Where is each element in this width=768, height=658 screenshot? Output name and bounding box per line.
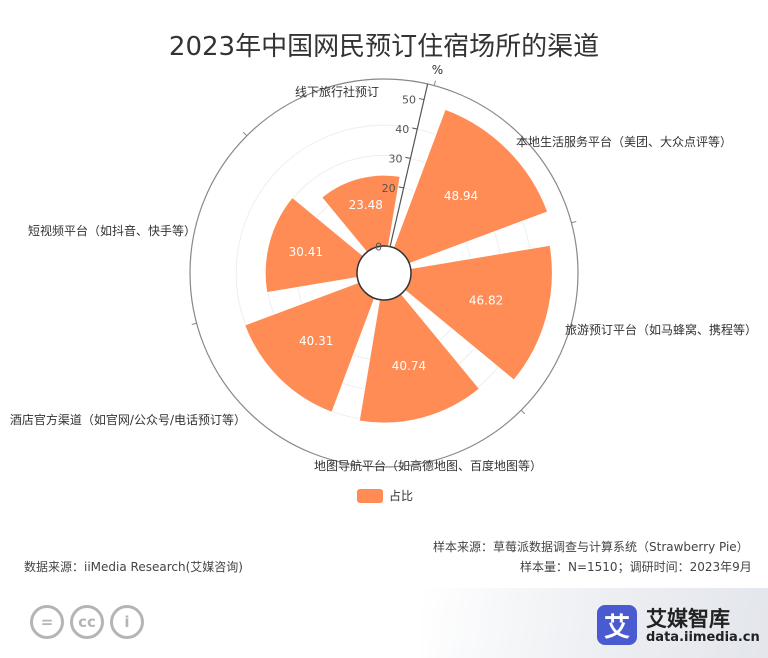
- axis-tick: [384, 245, 391, 248]
- axis-tick-label: 40: [395, 123, 409, 136]
- brand-band: [420, 588, 768, 658]
- axis-tick: [412, 127, 418, 130]
- value-label: 40.31: [299, 334, 333, 348]
- ring-tick: [571, 221, 577, 224]
- cc-icon: cc: [70, 605, 104, 639]
- brand-url[interactable]: data.iimedia.cn: [646, 630, 760, 645]
- category-label: 酒店官方渠道（如官网/公众号/电话预订等）: [10, 412, 246, 427]
- axis-tick: [418, 98, 425, 101]
- attribution-icon: i: [110, 605, 144, 639]
- outer-ring: [189, 78, 579, 468]
- chart-title: 2023年中国网民预订住宿场所的渠道: [168, 32, 600, 62]
- category-label: 旅游预订平台（如马蜂窝、携程等）: [565, 322, 757, 337]
- axis-tick: [405, 156, 411, 159]
- radial-axis: [389, 83, 429, 247]
- ring-tick: [191, 322, 197, 325]
- axis-tick-label: 20: [382, 182, 396, 195]
- value-label: 23.48: [349, 198, 383, 212]
- axis-unit-label: %: [432, 63, 443, 77]
- license-icons: = cc i: [30, 605, 150, 639]
- ring-tick: [332, 460, 335, 466]
- ring-tick: [520, 409, 526, 415]
- category-label: 地图导航平台（如高德地图、百度地图等）: [314, 458, 542, 473]
- iimedia-logo-icon: 艾: [597, 605, 637, 645]
- axis-tick-label: 50: [402, 94, 416, 107]
- value-label: 48.94: [444, 189, 478, 203]
- legend-swatch: [357, 488, 383, 503]
- axis-tick-label: 0: [375, 241, 382, 254]
- category-label: 本地生活服务平台（美团、大众点评等）: [516, 134, 732, 149]
- sample-size-note: 样本量：N=1510；调研时间：2023年9月: [520, 560, 752, 574]
- legend-label: 占比: [389, 489, 414, 503]
- value-label: 30.41: [289, 245, 323, 259]
- ring-tick: [433, 80, 436, 86]
- axis-tick: [398, 186, 404, 189]
- sample-source-note: 样本来源：草莓派数据调查与计算系统（Strawberry Pie）: [433, 540, 749, 554]
- value-label: 40.74: [392, 359, 426, 373]
- category-label: 线下旅行社预订: [295, 84, 379, 99]
- legend[interactable]: 占比: [357, 487, 413, 504]
- value-label: 46.82: [469, 293, 503, 307]
- nd-icon: =: [30, 605, 64, 639]
- inner-circle: [356, 245, 412, 301]
- axis-tick-label: 30: [388, 152, 402, 165]
- brand-name: 艾媒智库: [646, 607, 730, 631]
- ring-tick: [242, 131, 248, 137]
- data-source-note: 数据来源：iiMedia Research(艾媒咨询): [24, 560, 243, 574]
- category-label: 短视频平台（如抖音、快手等）: [28, 223, 196, 238]
